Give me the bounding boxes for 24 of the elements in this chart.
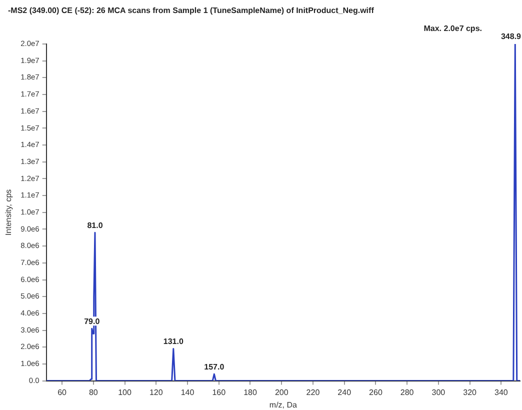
- x-tick-label: 160: [212, 388, 226, 397]
- annotation: 79.0: [84, 316, 100, 326]
- x-axis-title: m/z, Da: [269, 400, 298, 410]
- chart-title: -MS2 (349.00) CE (-52): 26 MCA scans from Sample 1 (TuneSampleName) of InitProduct_Neg.wiff: [8, 6, 374, 15]
- x-tick-label: 340: [494, 388, 508, 397]
- x-tick-label: 300: [432, 388, 446, 397]
- text: Max. 2.0e7 cps.: [424, 24, 482, 33]
- annotation: 81.0: [87, 220, 104, 230]
- annotation: 131.0: [163, 337, 184, 346]
- x-tick-label: 60: [58, 388, 68, 397]
- x-tick-label: 200: [274, 388, 289, 397]
- x-tick-label: 140: [180, 388, 195, 397]
- x-tick-label: 280: [400, 388, 414, 397]
- x-tick-label: 100: [118, 388, 132, 397]
- annotation: 348.9: [500, 32, 522, 42]
- x-tick-label: 220: [306, 388, 320, 397]
- y-axis-title: Intensity, cps: [4, 189, 14, 236]
- annotation: 157.0: [204, 362, 225, 372]
- x-tick-label: 80: [88, 388, 98, 397]
- x-tick-label: 260: [369, 388, 383, 397]
- x-tick-label: 180: [244, 388, 258, 397]
- x-tick-label: 240: [338, 388, 352, 397]
- x-tick-label: 120: [149, 388, 164, 397]
- x-tick-label: 320: [463, 388, 478, 397]
